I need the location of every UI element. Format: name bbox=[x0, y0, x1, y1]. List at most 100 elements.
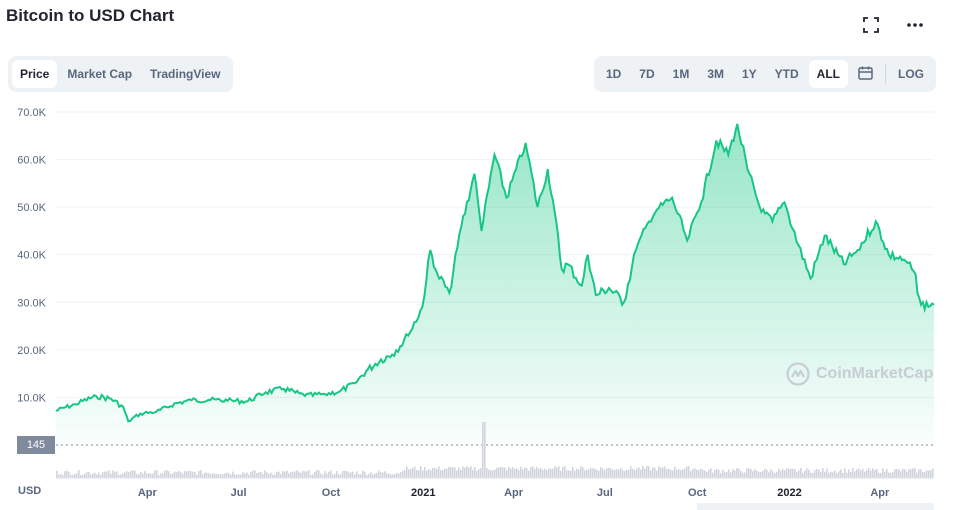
volume-bar bbox=[870, 470, 872, 478]
volume-bar bbox=[92, 473, 94, 478]
volume-bar bbox=[176, 472, 178, 478]
volume-badge: 145 bbox=[17, 436, 55, 454]
volume-bar bbox=[390, 474, 392, 478]
volume-bar bbox=[244, 473, 246, 478]
calendar-icon[interactable] bbox=[850, 59, 881, 90]
volume-bar bbox=[714, 469, 716, 478]
volume-bar bbox=[826, 468, 828, 478]
volume-bar bbox=[864, 471, 866, 478]
volume-bar bbox=[450, 467, 452, 478]
volume-bar bbox=[302, 470, 304, 478]
volume-bar bbox=[70, 474, 72, 478]
volume-bar bbox=[454, 467, 456, 478]
range-1m[interactable]: 1M bbox=[672, 67, 690, 81]
tab-market-cap[interactable]: Market Cap bbox=[67, 67, 133, 81]
volume-bar bbox=[68, 471, 70, 478]
range-1d[interactable]: 1D bbox=[605, 67, 622, 81]
volume-bar bbox=[872, 468, 874, 478]
volume-bar bbox=[678, 469, 680, 478]
volume-bar bbox=[422, 470, 424, 478]
volume-bar bbox=[96, 474, 98, 478]
volume-bar bbox=[600, 467, 602, 478]
volume-bar bbox=[794, 469, 796, 478]
volume-bar bbox=[818, 469, 820, 478]
volume-bar bbox=[294, 471, 296, 478]
volume-bar bbox=[654, 467, 656, 478]
volume-bar bbox=[858, 468, 860, 478]
tab-price[interactable]: Price bbox=[12, 60, 58, 88]
volume-bar bbox=[196, 474, 198, 478]
volume-bar bbox=[650, 470, 652, 478]
volume-bar bbox=[838, 471, 840, 478]
navigator-handle[interactable] bbox=[697, 503, 934, 510]
volume-bar bbox=[764, 468, 766, 478]
volume-bar bbox=[782, 468, 784, 478]
volume-bar bbox=[348, 472, 350, 478]
fullscreen-icon[interactable] bbox=[860, 14, 882, 36]
volume-bar bbox=[130, 471, 132, 478]
volume-bar bbox=[820, 472, 822, 478]
volume-bar bbox=[276, 471, 278, 478]
volume-bar bbox=[686, 466, 688, 478]
volume-bar bbox=[630, 466, 632, 478]
range-all[interactable]: ALL bbox=[808, 60, 848, 88]
more-icon[interactable] bbox=[904, 14, 926, 36]
log-scale-toggle[interactable]: LOG bbox=[898, 67, 924, 81]
volume-bar bbox=[624, 470, 626, 478]
range-3m[interactable]: 3M bbox=[707, 67, 724, 81]
volume-bar bbox=[292, 472, 294, 478]
volume-bar bbox=[742, 472, 744, 478]
volume-bar bbox=[564, 466, 566, 478]
tab-tradingview[interactable]: TradingView bbox=[150, 67, 221, 81]
volume-bar bbox=[612, 469, 614, 478]
volume-bar bbox=[708, 469, 710, 478]
volume-bar bbox=[198, 471, 200, 478]
volume-bar bbox=[526, 468, 528, 478]
volume-bar bbox=[162, 473, 164, 478]
volume-bar bbox=[470, 466, 472, 478]
volume-bar bbox=[136, 473, 138, 478]
volume-bar bbox=[594, 468, 596, 478]
volume-bar bbox=[324, 471, 326, 478]
volume-bar bbox=[256, 472, 258, 478]
volume-bar bbox=[200, 470, 202, 478]
volume-bar bbox=[616, 469, 618, 478]
volume-bar bbox=[238, 474, 240, 478]
range-ytd[interactable]: YTD bbox=[774, 67, 799, 81]
volume-bar bbox=[750, 468, 752, 478]
volume-bar bbox=[814, 470, 816, 478]
volume-bar bbox=[840, 469, 842, 478]
volume-bar bbox=[512, 467, 514, 478]
volume-bar bbox=[808, 469, 810, 478]
volume-bar bbox=[590, 467, 592, 478]
volume-bar bbox=[386, 473, 388, 478]
volume-bar bbox=[388, 473, 390, 478]
volume-bar bbox=[352, 471, 354, 478]
volume-bar bbox=[640, 469, 642, 478]
volume-bar bbox=[910, 469, 912, 478]
volume-bar bbox=[412, 467, 414, 478]
volume-bar bbox=[336, 471, 338, 478]
volume-bar bbox=[532, 466, 534, 478]
x-tick-label: Oct bbox=[688, 487, 707, 499]
volume-bar bbox=[672, 470, 674, 478]
volume-bar bbox=[170, 473, 172, 478]
volume-bar bbox=[266, 472, 268, 478]
volume-bar bbox=[852, 468, 854, 478]
volume-bar bbox=[148, 473, 150, 478]
range-1y[interactable]: 1Y bbox=[741, 67, 757, 81]
volume-bar bbox=[542, 469, 544, 478]
volume-bar bbox=[896, 469, 898, 478]
volume-bar bbox=[666, 469, 668, 478]
volume-bar bbox=[540, 467, 542, 478]
range-7d[interactable]: 7D bbox=[639, 67, 655, 81]
volume-bar bbox=[898, 469, 900, 478]
volume-bar bbox=[446, 468, 448, 478]
x-tick-label: Jul bbox=[597, 487, 613, 499]
volume-bar bbox=[372, 474, 374, 478]
volume-bar bbox=[118, 474, 120, 478]
watermark: CoinMarketCap bbox=[786, 362, 933, 386]
volume-bar bbox=[102, 472, 104, 478]
volume-bar bbox=[860, 470, 862, 478]
